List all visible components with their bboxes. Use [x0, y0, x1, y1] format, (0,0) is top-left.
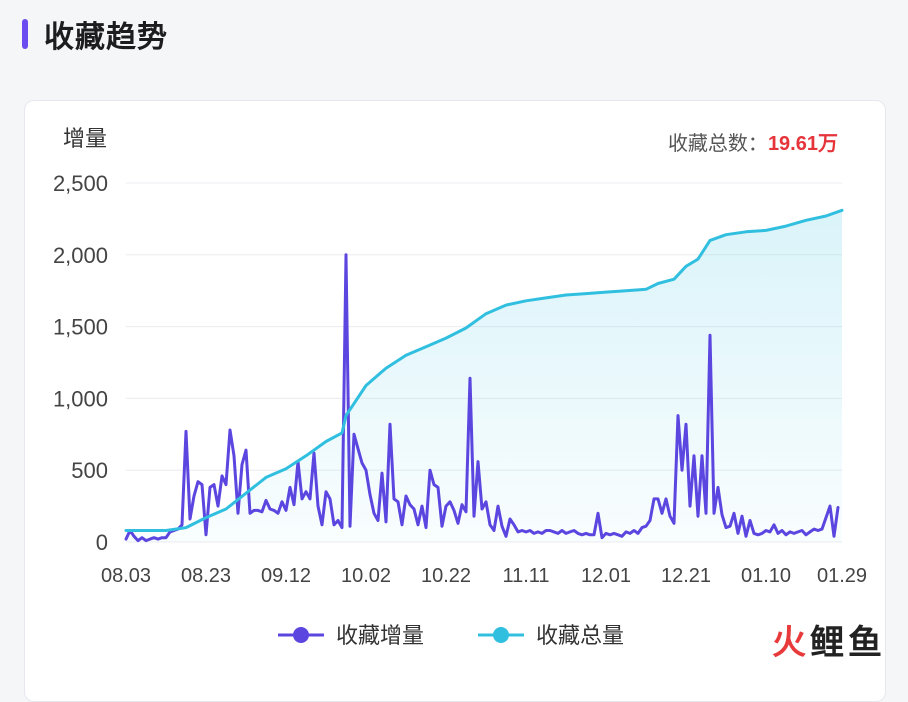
x-tick-label: 08.23 [181, 565, 231, 587]
section-header: 收藏趋势 [22, 14, 168, 54]
legend-label: 收藏增量 [336, 623, 424, 648]
total-label-text: 收藏总数： [668, 132, 768, 155]
watermark-char: 鱼 [848, 624, 886, 662]
legend-label: 收藏总量 [536, 623, 624, 648]
x-tick-label: 10.02 [341, 565, 391, 587]
legend-item-increment: 收藏增量 [278, 623, 424, 648]
x-tick-label: 08.03 [101, 565, 151, 587]
total-area [126, 210, 842, 543]
y-axis-label: 增量 [63, 126, 107, 151]
total-label: 收藏总数：19.61万 [668, 132, 838, 155]
series-line-increment [124, 253, 840, 543]
watermark-char: 鲤 [810, 624, 848, 662]
total-value: 19.61万 [768, 133, 838, 155]
chart-svg: 0 500 1,000 1,500 2,000 2,500 08.03 08.23 09.12 1… [53, 126, 867, 648]
legend-marker [293, 627, 309, 643]
section-title: 收藏趋势 [44, 21, 168, 54]
legend-item-total: 收藏总量 [478, 623, 624, 648]
x-tick-label: 09.12 [261, 565, 311, 587]
x-tick-label: 12.01 [581, 565, 631, 587]
watermark-logo: 火鲤鱼 [772, 615, 886, 664]
x-tick-label: 10.22 [421, 565, 471, 587]
y-tick-label: 2,000 [53, 243, 108, 268]
y-tick-label: 0 [96, 530, 108, 555]
header-accent-bar [22, 19, 28, 49]
y-tick-label: 1,000 [53, 386, 108, 411]
x-tick-label: 01.29 [817, 565, 867, 587]
y-tick-label: 2,500 [53, 171, 108, 196]
y-tick-label: 1,500 [53, 315, 108, 340]
x-tick-label: 11.11 [502, 565, 549, 587]
legend-marker [493, 627, 509, 643]
y-tick-label: 500 [71, 458, 108, 483]
x-tick-label: 12.21 [661, 565, 711, 587]
legend: 收藏增量 收藏总量 [278, 623, 624, 648]
watermark-char: 火 [772, 624, 810, 662]
series-line-total [124, 208, 844, 532]
x-tick-label: 01.10 [741, 565, 791, 587]
